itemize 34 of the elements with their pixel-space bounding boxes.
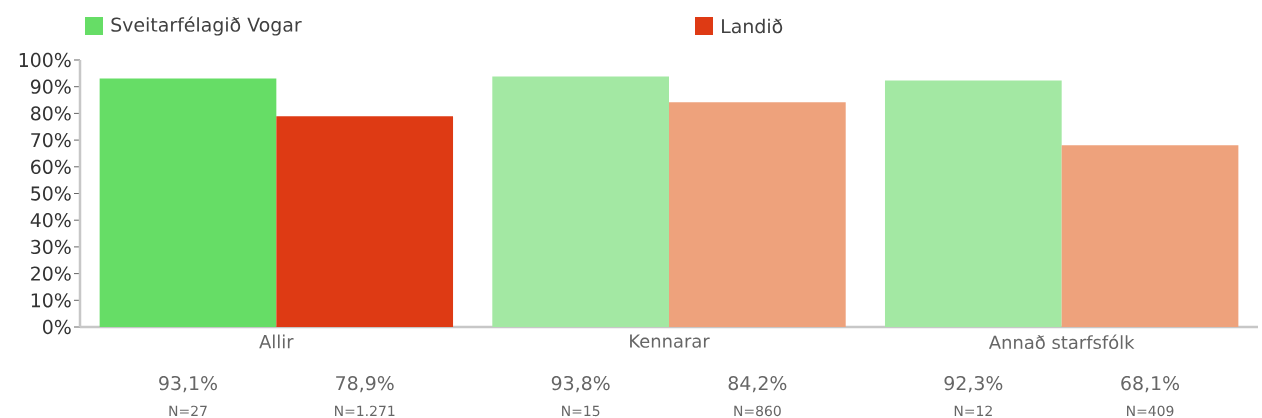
y-tick-label: 60% (31, 159, 71, 174)
y-tick-label: 90% (30, 79, 71, 94)
y-tick-label: 50% (31, 186, 71, 201)
bar (492, 76, 670, 327)
y-tick-label: 0% (43, 319, 71, 335)
data-label: 92,3% (944, 375, 1003, 393)
data-label: 93,1% (159, 375, 217, 393)
data-label: 78,9% (336, 375, 394, 393)
text: N=12 (954, 405, 992, 416)
bar (669, 102, 846, 327)
data-label: 93,8% (551, 375, 610, 393)
bar (884, 80, 1062, 327)
y-tick-label: 10% (31, 293, 71, 308)
text: N=860 (734, 405, 781, 417)
x-tick-label: Allir (259, 334, 294, 349)
y-tick-label: 40% (30, 213, 71, 228)
y-tick-label: 30% (31, 239, 71, 255)
data-label: 84,2% (728, 375, 787, 393)
legend-label: Sveitarfélagið Vogar (111, 16, 302, 36)
x-tick-label: Kennarar (630, 334, 710, 348)
bar (99, 78, 277, 327)
legend-label: Landið (722, 18, 783, 34)
y-tick-label: 70% (31, 132, 71, 148)
text: N=27 (169, 405, 207, 416)
y-tick-label: 100% (19, 52, 71, 68)
data-label: 68,1% (1121, 375, 1180, 393)
text: N=15 (562, 405, 600, 417)
bar (1061, 145, 1239, 327)
y-tick-label: 80% (31, 106, 71, 121)
text: N=409 (1127, 405, 1174, 417)
y-tick-label: 20% (31, 266, 71, 281)
text: N=1.271 (335, 405, 395, 416)
bar (276, 116, 454, 327)
x-tick-label: Annað starfsfólk (988, 334, 1135, 350)
